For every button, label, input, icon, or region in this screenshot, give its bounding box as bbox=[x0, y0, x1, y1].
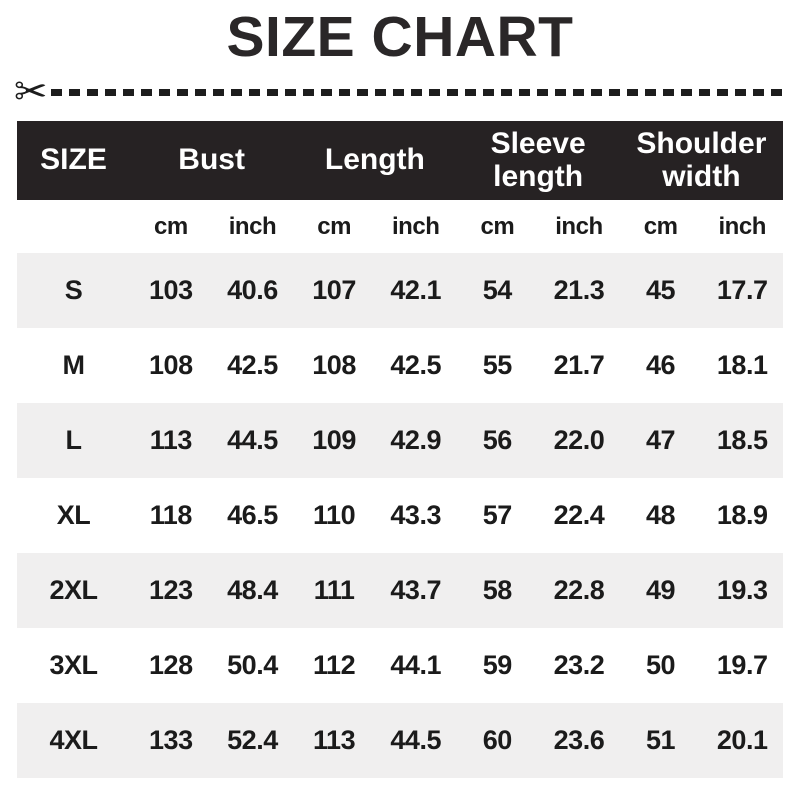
value-cell: 109 bbox=[293, 403, 375, 478]
col-header-size: SIZE bbox=[17, 121, 130, 200]
value-cell: 21.7 bbox=[538, 328, 620, 403]
table-row-4xl: 4XL 133 52.4 113 44.5 60 23.6 51 20.1 bbox=[17, 703, 783, 778]
value-cell: 55 bbox=[456, 328, 539, 403]
value-cell: 50.4 bbox=[211, 628, 294, 703]
value-cell: 23.6 bbox=[538, 703, 620, 778]
value-cell: 57 bbox=[456, 478, 539, 553]
value-cell: 43.3 bbox=[374, 478, 457, 553]
size-cell: L bbox=[17, 403, 130, 478]
value-cell: 22.8 bbox=[538, 553, 620, 628]
value-cell: 42.1 bbox=[374, 253, 457, 328]
value-cell: 22.4 bbox=[538, 478, 620, 553]
table-row-s: S 103 40.6 107 42.1 54 21.3 45 17.7 bbox=[17, 253, 783, 328]
value-cell: 17.7 bbox=[701, 253, 783, 328]
col-header-length: Length bbox=[293, 121, 457, 200]
unit-cell: inch bbox=[211, 200, 294, 253]
unit-cell: inch bbox=[538, 200, 620, 253]
value-cell: 113 bbox=[293, 703, 375, 778]
unit-cell: cm bbox=[130, 200, 212, 253]
table-header-row: SIZE Bust Length Sleeve length Shoulder … bbox=[17, 121, 783, 200]
value-cell: 21.3 bbox=[538, 253, 620, 328]
unit-cell: inch bbox=[374, 200, 457, 253]
scissors-icon: ✂ bbox=[14, 69, 48, 115]
value-cell: 46 bbox=[619, 328, 702, 403]
value-cell: 110 bbox=[293, 478, 375, 553]
dashed-cut-rule bbox=[50, 88, 788, 96]
value-cell: 47 bbox=[619, 403, 702, 478]
value-cell: 23.2 bbox=[538, 628, 620, 703]
value-cell: 58 bbox=[456, 553, 539, 628]
size-cell: 3XL bbox=[17, 628, 130, 703]
units-corner-cell bbox=[17, 200, 130, 253]
cut-line: ✂ bbox=[14, 71, 788, 113]
value-cell: 44.1 bbox=[374, 628, 457, 703]
value-cell: 49 bbox=[619, 553, 702, 628]
value-cell: 107 bbox=[293, 253, 375, 328]
value-cell: 51 bbox=[619, 703, 702, 778]
value-cell: 22.0 bbox=[538, 403, 620, 478]
unit-cell: cm bbox=[619, 200, 702, 253]
units-row: cm inch cm inch cm inch cm inch bbox=[17, 200, 783, 253]
value-cell: 18.9 bbox=[701, 478, 783, 553]
value-cell: 40.6 bbox=[211, 253, 294, 328]
size-cell: XL bbox=[17, 478, 130, 553]
unit-cell: cm bbox=[293, 200, 375, 253]
value-cell: 54 bbox=[456, 253, 539, 328]
value-cell: 133 bbox=[130, 703, 212, 778]
value-cell: 42.9 bbox=[374, 403, 457, 478]
value-cell: 128 bbox=[130, 628, 212, 703]
table-row-l: L 113 44.5 109 42.9 56 22.0 47 18.5 bbox=[17, 403, 783, 478]
table-row-xl: XL 118 46.5 110 43.3 57 22.4 48 18.9 bbox=[17, 478, 783, 553]
page-title: SIZE CHART bbox=[226, 5, 574, 69]
size-cell: M bbox=[17, 328, 130, 403]
value-cell: 113 bbox=[130, 403, 212, 478]
table-row-2xl: 2XL 123 48.4 111 43.7 58 22.8 49 19.3 bbox=[17, 553, 783, 628]
value-cell: 42.5 bbox=[374, 328, 457, 403]
value-cell: 18.1 bbox=[701, 328, 783, 403]
value-cell: 123 bbox=[130, 553, 212, 628]
col-header-shoulder-width: Shoulder width bbox=[619, 121, 783, 200]
value-cell: 48.4 bbox=[211, 553, 294, 628]
value-cell: 108 bbox=[293, 328, 375, 403]
col-header-sleeve-length: Sleeve length bbox=[456, 121, 620, 200]
value-cell: 59 bbox=[456, 628, 539, 703]
value-cell: 19.7 bbox=[701, 628, 783, 703]
value-cell: 19.3 bbox=[701, 553, 783, 628]
value-cell: 43.7 bbox=[374, 553, 457, 628]
value-cell: 111 bbox=[293, 553, 375, 628]
value-cell: 56 bbox=[456, 403, 539, 478]
table-row-3xl: 3XL 128 50.4 112 44.1 59 23.2 50 19.7 bbox=[17, 628, 783, 703]
table-row-m: M 108 42.5 108 42.5 55 21.7 46 18.1 bbox=[17, 328, 783, 403]
unit-cell: cm bbox=[456, 200, 539, 253]
value-cell: 52.4 bbox=[211, 703, 294, 778]
size-cell: 2XL bbox=[17, 553, 130, 628]
value-cell: 112 bbox=[293, 628, 375, 703]
value-cell: 44.5 bbox=[211, 403, 294, 478]
value-cell: 60 bbox=[456, 703, 539, 778]
value-cell: 44.5 bbox=[374, 703, 457, 778]
size-chart-table: SIZE Bust Length Sleeve length Shoulder … bbox=[17, 121, 783, 778]
value-cell: 20.1 bbox=[701, 703, 783, 778]
value-cell: 18.5 bbox=[701, 403, 783, 478]
size-cell: S bbox=[17, 253, 130, 328]
value-cell: 50 bbox=[619, 628, 702, 703]
value-cell: 42.5 bbox=[211, 328, 294, 403]
value-cell: 108 bbox=[130, 328, 212, 403]
col-header-bust: Bust bbox=[130, 121, 294, 200]
value-cell: 46.5 bbox=[211, 478, 294, 553]
value-cell: 45 bbox=[619, 253, 702, 328]
unit-cell: inch bbox=[701, 200, 783, 253]
value-cell: 118 bbox=[130, 478, 212, 553]
size-cell: 4XL bbox=[17, 703, 130, 778]
value-cell: 48 bbox=[619, 478, 702, 553]
value-cell: 103 bbox=[130, 253, 212, 328]
